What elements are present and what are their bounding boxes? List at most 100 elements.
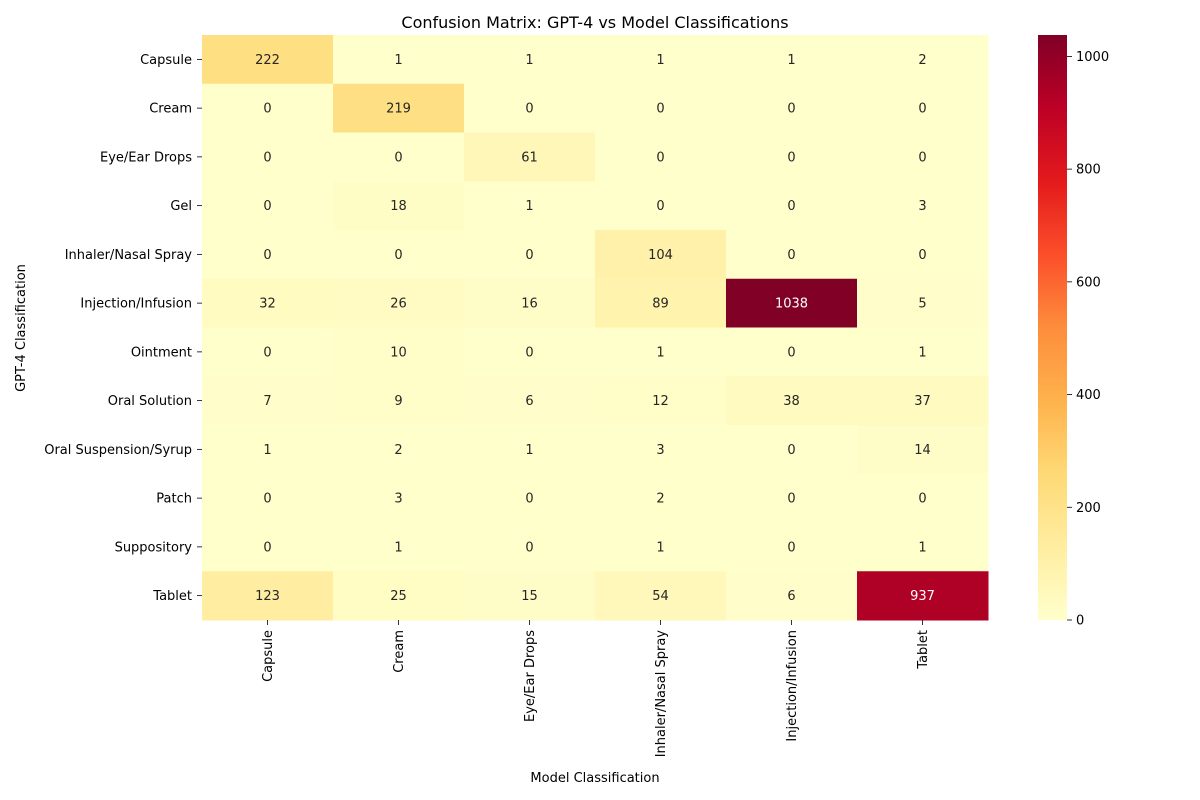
x-tick-label: Tablet bbox=[916, 630, 931, 670]
cell-value-label: 0 bbox=[263, 248, 271, 263]
heatmap-cell bbox=[857, 376, 989, 426]
cell-value-label: 937 bbox=[910, 589, 935, 604]
cell-value-label: 0 bbox=[263, 492, 271, 507]
cell-value-label: 1 bbox=[787, 53, 795, 68]
cell-value-label: 5 bbox=[918, 297, 926, 312]
heatmap-cell bbox=[202, 278, 334, 328]
heatmap-cell bbox=[333, 571, 465, 621]
cell-value-label: 0 bbox=[787, 492, 795, 507]
heatmap-cell bbox=[202, 181, 334, 231]
colorbar-gradient bbox=[1038, 35, 1067, 620]
heatmap-cell bbox=[333, 278, 465, 328]
cell-value-label: 25 bbox=[390, 589, 407, 604]
cell-value-label: 2 bbox=[394, 443, 402, 458]
cell-value-label: 3 bbox=[394, 492, 402, 507]
heatmap-cell bbox=[857, 230, 989, 280]
y-tick-label: Injection/Infusion bbox=[80, 297, 192, 312]
cell-value-label: 7 bbox=[263, 394, 271, 409]
colorbar-tick-label: 1000 bbox=[1076, 50, 1109, 65]
heatmap-cell bbox=[202, 571, 334, 621]
heatmap-cell bbox=[726, 522, 858, 572]
heatmap-cell bbox=[726, 376, 858, 426]
x-tick-label: Capsule bbox=[261, 630, 276, 682]
heatmap-cell bbox=[333, 181, 465, 231]
cell-value-label: 38 bbox=[783, 394, 800, 409]
cell-value-label: 15 bbox=[521, 589, 538, 604]
heatmap-cell bbox=[726, 132, 858, 182]
cell-value-label: 0 bbox=[263, 199, 271, 214]
heatmap-cell bbox=[595, 230, 727, 280]
heatmap-cells bbox=[202, 35, 989, 621]
heatmap-cell bbox=[595, 376, 727, 426]
cell-value-label: 3 bbox=[918, 199, 926, 214]
heatmap-cell bbox=[202, 473, 334, 523]
heatmap-cell bbox=[857, 522, 989, 572]
cell-value-label: 0 bbox=[787, 102, 795, 117]
cell-value-label: 2 bbox=[656, 492, 664, 507]
heatmap-cell bbox=[333, 230, 465, 280]
heatmap-cell bbox=[726, 35, 858, 85]
cell-value-label: 0 bbox=[525, 345, 533, 360]
y-axis-label: GPT-4 Classification bbox=[14, 264, 29, 392]
heatmap-cell bbox=[202, 327, 334, 377]
cell-value-label: 1038 bbox=[775, 297, 808, 312]
cell-value-label: 0 bbox=[656, 150, 664, 165]
cell-value-label: 6 bbox=[525, 394, 533, 409]
heatmap-cell bbox=[202, 132, 334, 182]
y-tick-label: Inhaler/Nasal Spray bbox=[65, 248, 193, 263]
cell-value-label: 37 bbox=[914, 394, 931, 409]
x-tick-label: Cream bbox=[392, 630, 407, 673]
colorbar: 0 200 400 600 800 1000 bbox=[1038, 35, 1109, 629]
heatmap-cell bbox=[857, 425, 989, 475]
cell-value-label: 222 bbox=[255, 53, 280, 68]
heatmap-cell bbox=[202, 35, 334, 85]
heatmap-cell bbox=[726, 83, 858, 133]
cell-value-label: 0 bbox=[263, 345, 271, 360]
heatmap-cell bbox=[202, 425, 334, 475]
cell-value-label: 0 bbox=[525, 540, 533, 555]
heatmap-cell bbox=[464, 181, 596, 231]
heatmap-cell bbox=[595, 522, 727, 572]
heatmap-cell bbox=[595, 181, 727, 231]
heatmap-cell bbox=[464, 230, 596, 280]
heatmap-cell bbox=[595, 327, 727, 377]
cell-value-label: 0 bbox=[787, 443, 795, 458]
cell-value-label: 0 bbox=[918, 150, 926, 165]
heatmap-cell bbox=[333, 35, 465, 85]
cell-value-label: 0 bbox=[394, 248, 402, 263]
cell-value-label: 0 bbox=[787, 248, 795, 263]
heatmap-cell bbox=[857, 473, 989, 523]
cell-value-label: 1 bbox=[394, 53, 402, 68]
heatmap-cell-labels: 222 1 1 1 1 20 219 0 0 0 00 0 61 0 0 00 18 1 0 0 30 0 0 104 0 032… bbox=[255, 53, 935, 604]
heatmap-cell bbox=[595, 35, 727, 85]
cell-value-label: 6 bbox=[787, 589, 795, 604]
cell-value-label: 0 bbox=[787, 345, 795, 360]
cell-value-label: 1 bbox=[656, 345, 664, 360]
y-tick-label: Eye/Ear Drops bbox=[100, 150, 192, 165]
cell-value-label: 12 bbox=[652, 394, 669, 409]
y-tick-label: Capsule bbox=[140, 53, 192, 68]
cell-value-label: 1 bbox=[525, 443, 533, 458]
cell-value-label: 0 bbox=[787, 150, 795, 165]
cell-value-label: 0 bbox=[263, 540, 271, 555]
cell-value-label: 54 bbox=[652, 589, 669, 604]
heatmap-cell bbox=[857, 35, 989, 85]
cell-value-label: 0 bbox=[787, 199, 795, 214]
y-tick-label: Cream bbox=[149, 102, 192, 117]
colorbar-tick-label: 600 bbox=[1076, 275, 1101, 290]
cell-value-label: 0 bbox=[263, 102, 271, 117]
cell-value-label: 0 bbox=[918, 102, 926, 117]
cell-value-label: 0 bbox=[656, 102, 664, 117]
chart-title: Confusion Matrix: GPT-4 vs Model Classif… bbox=[401, 13, 788, 32]
y-tick-label: Ointment bbox=[131, 345, 192, 360]
heatmap-cell bbox=[857, 571, 989, 621]
heatmap-cell bbox=[595, 278, 727, 328]
heatmap-cell bbox=[464, 327, 596, 377]
cell-value-label: 0 bbox=[787, 540, 795, 555]
heatmap-cell bbox=[333, 473, 465, 523]
cell-value-label: 26 bbox=[390, 297, 407, 312]
heatmap-cell bbox=[202, 522, 334, 572]
cell-value-label: 0 bbox=[525, 492, 533, 507]
y-axis: Capsule Cream Eye/Ear Drops Gel Inhaler/Nasa… bbox=[44, 53, 202, 604]
